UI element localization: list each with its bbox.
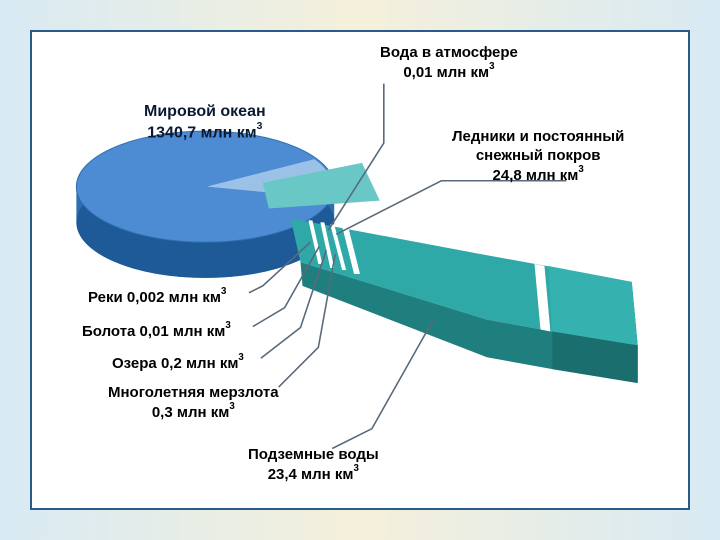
label-rivers: Реки 0,002 млн км3 bbox=[88, 288, 226, 308]
label-ocean: Мировой океан1340,7 млн км3 bbox=[144, 102, 266, 143]
water-distribution-diagram: Мировой океан1340,7 млн км3 Вода в атмос… bbox=[32, 32, 688, 508]
label-atmosphere: Вода в атмосфере0,01 млн км3 bbox=[380, 44, 518, 83]
label-groundwater: Подземные воды23,4 млн км3 bbox=[248, 446, 379, 485]
label-lakes: Озера 0,2 млн км3 bbox=[112, 354, 244, 374]
label-swamps: Болота 0,01 млн км3 bbox=[82, 322, 231, 342]
diagram-svg bbox=[32, 32, 688, 508]
label-permafrost: Многолетняя мерзлота0,3 млн км3 bbox=[108, 384, 279, 423]
label-glaciers: Ледники и постоянныйснежный покров24,8 м… bbox=[452, 128, 624, 185]
